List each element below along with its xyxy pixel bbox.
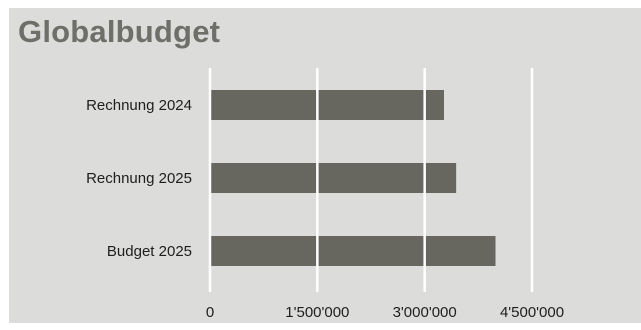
x-tick-label: 1'500'000 xyxy=(285,304,349,321)
chart-title: Globalbudget xyxy=(18,14,221,49)
x-tick-label: 4'500'000 xyxy=(500,304,564,321)
x-tick-label: 3'000'000 xyxy=(393,304,457,321)
category-label: Budget 2025 xyxy=(107,243,192,260)
category-label: Rechnung 2025 xyxy=(86,170,192,187)
x-tick-label: 0 xyxy=(206,304,214,321)
bar-rechnung-2025 xyxy=(210,163,457,193)
category-label: Rechnung 2024 xyxy=(86,97,192,114)
bar-rechnung-2024 xyxy=(210,90,444,120)
bar-budget-2025 xyxy=(210,236,496,266)
